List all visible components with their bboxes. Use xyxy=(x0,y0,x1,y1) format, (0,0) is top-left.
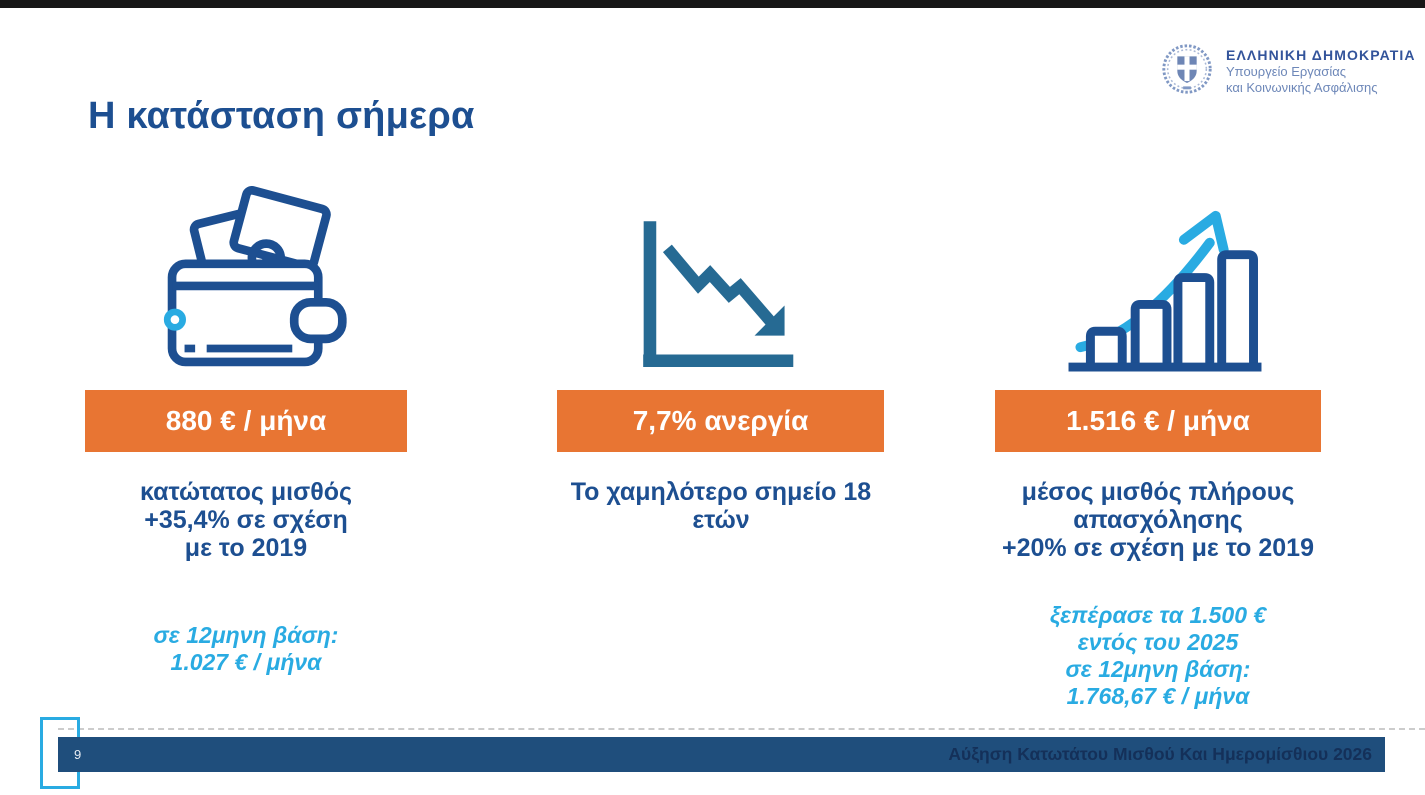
footer-title: Αύξηση Κατωτάτου Μισθού Και Ημερομίσθιου… xyxy=(948,744,1372,764)
stat-description-minimum-wage: κατώτατος μισθός +35,4% σε σχέση με το 2… xyxy=(140,478,352,562)
stat-description-average-wage: μέσος μισθός πλήρους απασχόλησης +20% σε… xyxy=(1002,478,1314,562)
footer-dashed-divider xyxy=(58,728,1425,730)
page-number: 9 xyxy=(74,747,82,762)
stat-description-unemployment: Το χαμηλότερο σημείο 18 ετών xyxy=(570,478,872,534)
stat-note-average-wage: ξεπέρασε τα 1.500 € εντός του 2025 σε 12… xyxy=(1049,602,1267,709)
stat-banner-average-wage: 1.516 € / μήνα xyxy=(995,390,1321,452)
rising-bar-chart-arrow-icon xyxy=(1056,198,1274,382)
government-logo: ΕΛΛΗΝΙΚΗ ΔΗΜΟΚΡΑΤΙΑ Υπουργείο Εργασίας κ… xyxy=(1158,40,1416,103)
government-logo-text: ΕΛΛΗΝΙΚΗ ΔΗΜΟΚΡΑΤΙΑ Υπουργείο Εργασίας κ… xyxy=(1226,47,1416,96)
logo-subtitle-1: Υπουργείο Εργασίας xyxy=(1226,64,1346,80)
greek-coat-of-arms-icon xyxy=(1158,40,1216,103)
stat-banner-minimum-wage: 880 € / μήνα xyxy=(85,390,407,452)
page-title: Η κατάσταση σήμερα xyxy=(88,95,475,138)
logo-title: ΕΛΛΗΝΙΚΗ ΔΗΜΟΚΡΑΤΙΑ xyxy=(1226,47,1416,64)
declining-line-chart-icon xyxy=(612,200,808,384)
stat-note-minimum-wage: σε 12μηνη βάση: 1.027 € / μήνα xyxy=(153,622,339,675)
footer-bar: 9 Αύξηση Κατωτάτου Μισθού Και Ημερομίσθι… xyxy=(58,737,1385,772)
top-accent-bar xyxy=(0,0,1425,8)
logo-subtitle-2: και Κοινωνικής Ασφάλισης xyxy=(1226,80,1378,96)
stat-banner-unemployment: 7,7% ανεργία xyxy=(557,390,884,452)
wallet-money-icon xyxy=(148,186,350,384)
